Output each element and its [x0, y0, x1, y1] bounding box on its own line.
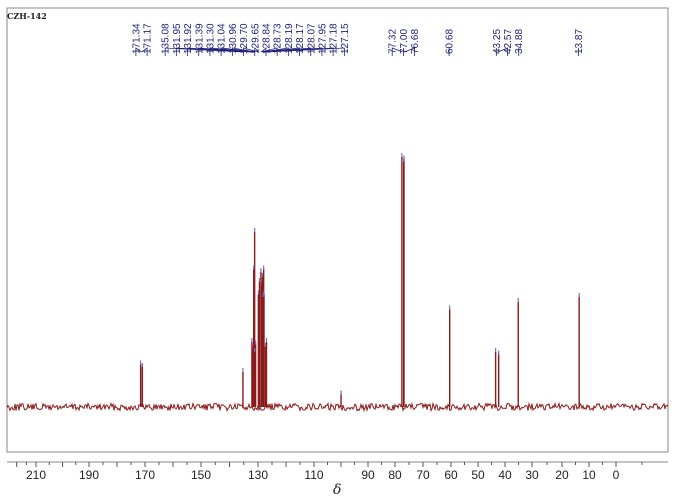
- peak-label: 128.84: [261, 23, 272, 54]
- peak-label: 129.65: [250, 23, 261, 54]
- peak-label: 77.32: [388, 29, 399, 54]
- x-tick-label: 210: [26, 468, 46, 482]
- peak-label-connector: [263, 47, 289, 56]
- peak-label: 131.92: [183, 23, 194, 54]
- peak-label: 131.30: [205, 23, 216, 54]
- peak-label: 129.70: [239, 23, 250, 54]
- peak-label: 34.88: [514, 29, 525, 54]
- x-tick-label: 70: [416, 468, 430, 482]
- peak-label-connector: [265, 47, 345, 56]
- peak-label: 13.87: [574, 29, 585, 54]
- peak-label-connector: [404, 47, 416, 56]
- peak-label-connector: [141, 47, 148, 56]
- peak-label: 43.25: [492, 29, 503, 54]
- peak-label: 60.68: [445, 29, 456, 54]
- x-tick-label: 110: [304, 468, 323, 482]
- plot-frame: [6, 7, 669, 453]
- baseline-noise: [6, 401, 669, 413]
- peak-label: 128.19: [284, 23, 295, 54]
- peak-label: 127.15: [340, 23, 351, 54]
- peak-label-connector: [135, 47, 142, 56]
- peak-label-connector: [231, 47, 256, 56]
- peak-label: 130.96: [228, 23, 239, 54]
- x-tick-label: 150: [191, 468, 211, 482]
- x-tick-label: 40: [498, 468, 512, 482]
- peak-label: 128.73: [273, 23, 284, 54]
- peak-label: 127.95: [317, 23, 328, 54]
- peak-label: 77.00: [399, 29, 410, 54]
- x-tick-label: 0: [613, 468, 620, 482]
- x-tick-label: 80: [388, 468, 402, 482]
- peak-label-connector: [164, 47, 244, 56]
- x-tick-label: 10: [582, 468, 596, 482]
- x-tick-label: 130: [248, 468, 268, 482]
- peak-label-connector: [497, 47, 508, 56]
- peak-label-connector: [260, 47, 267, 56]
- x-tick-label: 60: [444, 468, 458, 482]
- peak-label-connector: [243, 47, 259, 56]
- peak-label: 171.34: [131, 23, 142, 54]
- peak-label: 131.39: [194, 23, 205, 54]
- x-tick-label: 190: [79, 468, 99, 482]
- peak-label: 128.07: [306, 23, 317, 54]
- sample-id-label: CZH-142: [7, 11, 47, 21]
- peak-label-connector: [261, 47, 278, 56]
- peak-label: 42.57: [503, 29, 514, 54]
- peak-label-connector: [209, 47, 255, 56]
- x-axis-label: δ: [333, 482, 342, 498]
- x-tick-label: 170: [135, 468, 155, 482]
- x-tick-label: 20: [555, 468, 569, 482]
- peak-label-connector: [254, 47, 260, 56]
- peak-label: 135.08: [161, 23, 172, 54]
- peak-label: 131.04: [217, 23, 228, 54]
- peak-label: 128.17: [295, 23, 306, 54]
- peak-label: 131.95: [172, 23, 183, 54]
- x-tick-label: 30: [525, 468, 539, 482]
- peak-label: 171.17: [143, 23, 154, 54]
- x-tick-label: 50: [471, 468, 485, 482]
- peak-label-connector: [391, 47, 403, 56]
- peak-label: 127.18: [329, 23, 340, 54]
- x-tick-label: 90: [361, 468, 375, 482]
- peak-label: 76.68: [410, 29, 421, 54]
